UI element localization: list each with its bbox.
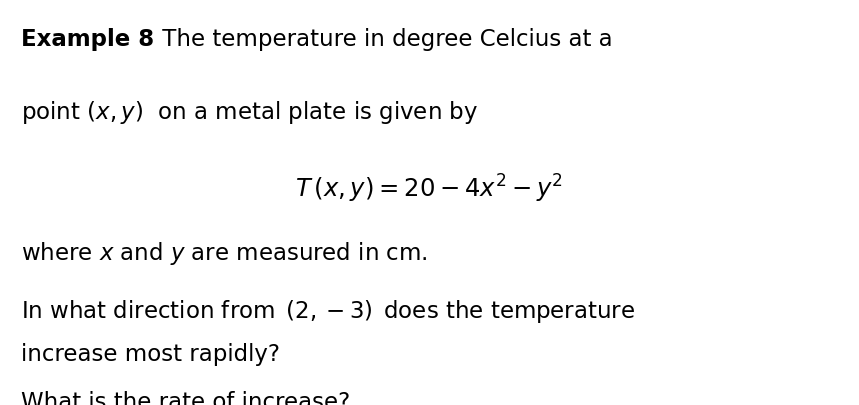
Text: point $(x, y)$  on a metal plate is given by: point $(x, y)$ on a metal plate is given… bbox=[21, 99, 478, 126]
Text: What is the rate of increase?: What is the rate of increase? bbox=[21, 390, 350, 405]
Text: $T\,(x, y) = 20 - 4x^2 - y^2$: $T\,(x, y) = 20 - 4x^2 - y^2$ bbox=[295, 172, 564, 204]
Text: increase most rapidly?: increase most rapidly? bbox=[21, 342, 281, 365]
Text: Example 8: Example 8 bbox=[21, 28, 155, 51]
Text: where $x$ and $y$ are measured in cm.: where $x$ and $y$ are measured in cm. bbox=[21, 239, 428, 266]
Text: The temperature in degree Celcius at a: The temperature in degree Celcius at a bbox=[155, 28, 612, 51]
Text: In what direction from $\,(2, -3)\,$ does the temperature: In what direction from $\,(2, -3)\,$ doe… bbox=[21, 298, 636, 325]
